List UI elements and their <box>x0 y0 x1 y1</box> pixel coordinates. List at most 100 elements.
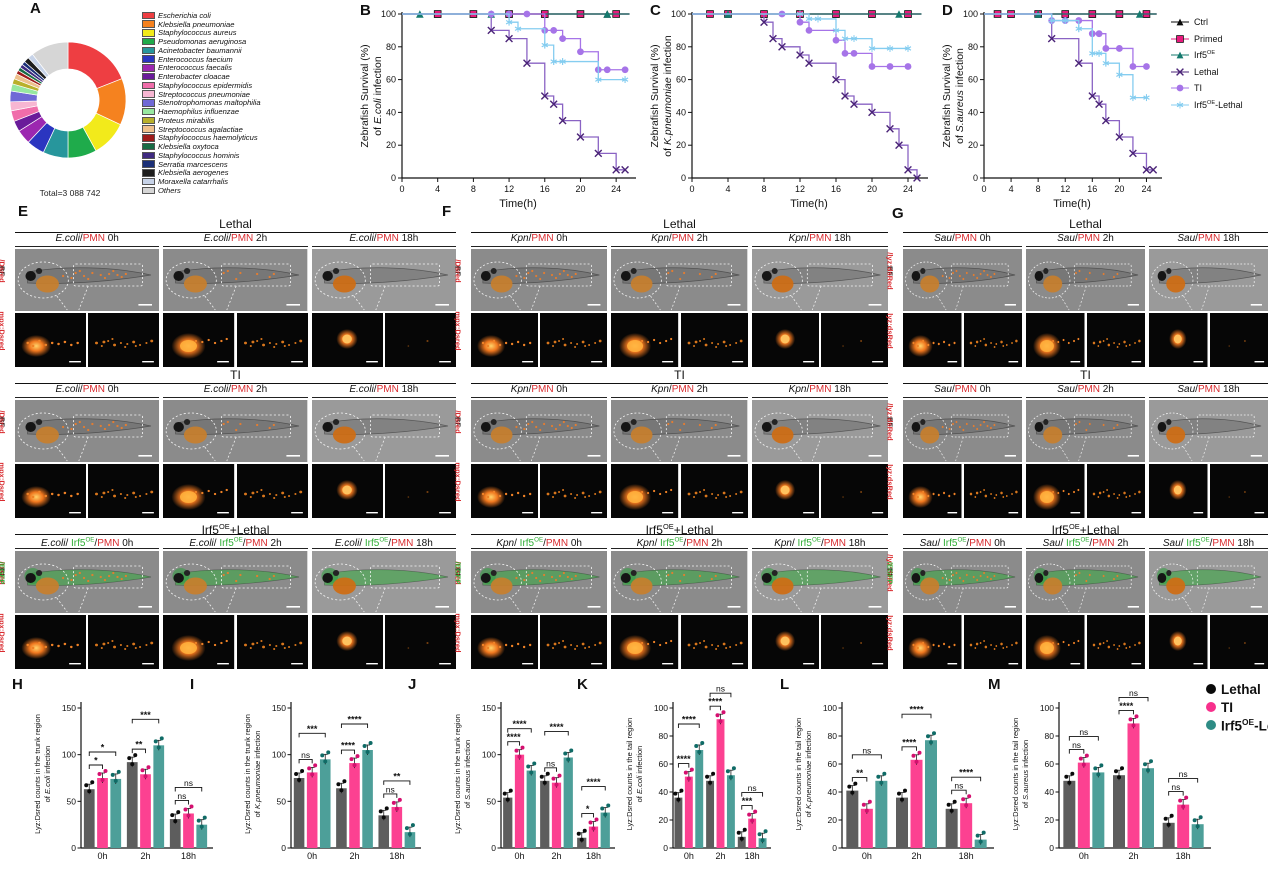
microscopy-group: BF/Dsred mpx:Dsred TI E.coli/PMN 0h E.coli/P… <box>0 369 456 520</box>
marker-star <box>514 26 522 31</box>
fluor-dot <box>1098 491 1101 495</box>
data-point <box>140 768 145 773</box>
sig-label: ns <box>748 783 757 793</box>
bar <box>1177 804 1190 848</box>
text-seg: PMN <box>809 384 832 395</box>
fluor-dot <box>481 341 485 345</box>
roi-connector <box>955 436 964 462</box>
data-point <box>90 780 95 785</box>
sig-bracket <box>1168 778 1199 783</box>
group-title: TI <box>1080 368 1091 382</box>
scale-bar <box>290 663 303 665</box>
y-tick-label: 80 <box>386 42 396 52</box>
scale-bar <box>1070 512 1081 514</box>
roi-connector <box>375 285 386 311</box>
text-seg: Kpn <box>774 538 792 549</box>
sig-label: *** <box>307 724 318 734</box>
fluor-dot <box>576 494 579 496</box>
marker-star <box>850 36 858 41</box>
text-seg: infection <box>252 730 262 761</box>
fluor-dot <box>979 340 981 342</box>
fluor-dot <box>1228 345 1230 347</box>
fluor-dot <box>293 342 296 344</box>
fish-egfp-tint <box>1159 569 1262 586</box>
sig-label: * <box>101 743 105 753</box>
text-seg: E.coli <box>55 233 80 244</box>
fluor-dot <box>993 497 995 499</box>
fluorescence-image-head <box>15 615 87 669</box>
fluor-speckle <box>70 276 73 280</box>
sig-bracket <box>544 731 569 736</box>
panel-bar-trunk-kpneumoniae: Lyz:Dsred counts in the trunk region of K… <box>242 682 422 868</box>
sig-bracket <box>1068 749 1085 754</box>
marker-circle <box>603 66 611 74</box>
text-seg: OE <box>1242 716 1255 727</box>
sig-label: **** <box>677 754 692 764</box>
fluor-speckle <box>531 571 534 575</box>
text-seg: PMN <box>1197 384 1221 395</box>
fluor-dot <box>255 340 258 342</box>
fluor-dot <box>552 647 555 649</box>
marker-star <box>505 20 513 25</box>
fluor-dot <box>481 643 485 647</box>
fluor-dot <box>1112 644 1115 646</box>
fluor-dot <box>647 642 650 646</box>
fish-eye <box>911 422 921 432</box>
fluor-speckle <box>566 273 569 277</box>
fluor-dot <box>937 342 940 346</box>
text-seg: / <box>228 384 232 395</box>
legend-label: Klebsiella pneumoniae <box>158 19 235 29</box>
text-seg: /lyz:dsRed <box>885 403 895 441</box>
fluor-dot <box>259 640 262 642</box>
fluor-dot <box>214 643 217 647</box>
fluor-dot <box>107 642 110 644</box>
scale-bar <box>439 663 451 665</box>
scale-bar <box>1131 663 1141 665</box>
brightfield-zebrafish-image <box>163 249 308 311</box>
fluorescence-image <box>540 313 608 367</box>
text-seg: Zebrafish Survival (%) <box>941 44 953 147</box>
image-column: Kpn/ Irf5OE/PMN 18h <box>751 535 888 669</box>
text-seg: OE <box>233 537 243 544</box>
x-category-label: 18h <box>1176 851 1191 861</box>
fluor-core <box>780 485 790 495</box>
fluor-speckle <box>714 423 718 427</box>
fluor-dot <box>659 643 662 647</box>
column-title-text: Kpn/ Irf5OE/PMN 2h <box>637 537 723 548</box>
fluor-speckle <box>952 271 954 275</box>
fluor-dot <box>243 341 247 345</box>
scale-bar <box>947 512 958 514</box>
fish-yolk <box>184 275 208 293</box>
text-segments: Lyz:Dsred counts in the tail region <box>625 718 634 831</box>
brightfield-image-slot <box>751 249 888 311</box>
fluor-dot <box>528 643 532 647</box>
text-seg: / <box>1195 233 1198 244</box>
fluor-dot <box>38 339 41 343</box>
data-point <box>1084 753 1089 758</box>
column-title: Sau/PMN 2h <box>1026 233 1145 247</box>
text-segments: Lyz:Dsred counts in the trunk region <box>33 714 42 834</box>
fluor-speckle <box>120 275 123 279</box>
fluorescence-row <box>15 464 160 518</box>
group-columns: Sau/ Irf5OE/PMN 0h Sau/ Irf5OE/PMN 2h Sau/… <box>903 535 1268 669</box>
panel-survival-kpneumoniae: C 0 20 40 60 80 100 0 4 8 12 16 20 24 Time(h) Zebrafis… <box>642 0 934 214</box>
text-seg: 18h <box>1220 384 1240 395</box>
column-title: Sau/ Irf5OE/PMN 0h <box>903 535 1022 549</box>
legend-swatch <box>142 37 155 46</box>
legend-label: Streptococcus agalactiae <box>158 124 243 134</box>
legend-item: Serratia marcescens <box>142 160 261 169</box>
fish-egfp-tint <box>27 569 151 586</box>
fluor-dot <box>274 645 277 647</box>
scale-bar <box>587 606 601 608</box>
text-seg: Irf5 <box>645 523 663 537</box>
fluor-dot <box>553 340 557 344</box>
fluor-dot <box>225 639 229 643</box>
fluorescence-image <box>163 464 235 518</box>
fluorescence-image <box>611 615 679 669</box>
x-axis-label: Time(h) <box>1053 198 1090 210</box>
group-body: Irf5OE+Lethal E.coli/ Irf5OE/PMN 0h E.coli… <box>15 520 456 671</box>
sig-label: * <box>94 756 98 766</box>
scale-bar <box>868 606 882 608</box>
text-seg: infection <box>42 745 52 776</box>
